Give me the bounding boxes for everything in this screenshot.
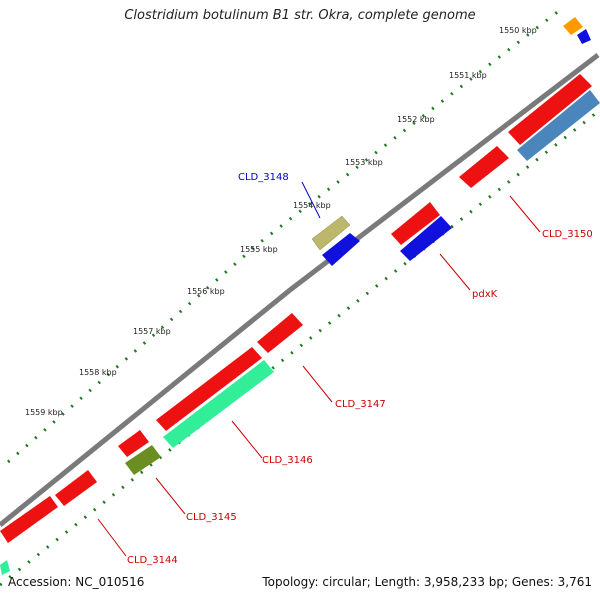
- tick-label: 1551 kbp: [449, 71, 487, 80]
- gene-cld3148-arrow[interactable]: [322, 233, 360, 266]
- tick-labels: 1550 kbp 1551 kbp 1552 kbp 1553 kbp 1554…: [25, 26, 537, 417]
- leader-cld3150: [509, 195, 541, 233]
- gene-pdxk[interactable]: [400, 216, 452, 261]
- genome-title-text: Clostridium botulinum B1 str. Okra, comp…: [124, 8, 476, 23]
- gene-cld3148[interactable]: [311, 215, 351, 251]
- gene-cld3150-a[interactable]: [508, 74, 592, 145]
- leader-cld3147: [302, 365, 333, 403]
- gene-label-cld3144: CLD_3144: [127, 555, 178, 566]
- leader-cld3146: [231, 420, 263, 459]
- tick-label: 1558 kbp: [79, 368, 117, 377]
- gene-cld3150-b[interactable]: [459, 146, 509, 188]
- leader-cld3148: [301, 181, 321, 219]
- gene-bottom-teal[interactable]: [0, 560, 10, 575]
- gene-cld3146-red[interactable]: [156, 347, 262, 431]
- gene-label-cld3145: CLD_3145: [186, 512, 237, 523]
- gene-pdxk-red[interactable]: [391, 202, 440, 245]
- gene-label-cld3148: CLD_3148: [238, 172, 289, 183]
- genome-backbone: [0, 53, 600, 527]
- tick-label: 1553 kbp: [345, 158, 383, 167]
- tick-label: 1556 kbp: [187, 287, 225, 296]
- gene-label-cld3150: CLD_3150: [542, 229, 593, 240]
- tick-label: 1550 kbp: [499, 26, 537, 35]
- tick-label: 1552 kbp: [397, 115, 435, 124]
- gene-cld3146[interactable]: [163, 360, 274, 448]
- gene-top-blue[interactable]: [577, 29, 591, 44]
- inner-tick-ring: [0, 108, 600, 587]
- tick-label: 1555 kbp: [240, 245, 278, 254]
- gene-label-pdxk: pdxK: [472, 289, 498, 300]
- tick-label: 1559 kbp: [25, 408, 63, 417]
- label-leaders: [97, 181, 541, 557]
- tick-label: 1557 kbp: [133, 327, 171, 336]
- gene-label-cld3147: CLD_3147: [335, 399, 386, 410]
- reverse-strand-genes: [0, 17, 600, 575]
- gene-cld3144-b[interactable]: [0, 496, 58, 543]
- genome-title: Clostridium botulinum B1 str. Okra, comp…: [0, 8, 600, 23]
- gene-cld3147[interactable]: [257, 313, 303, 353]
- leader-pdxk: [439, 253, 471, 291]
- forward-strand-genes: [311, 215, 360, 266]
- gene-top-orange[interactable]: [563, 17, 583, 35]
- leader-cld3144: [97, 518, 127, 557]
- tick-label: 1554 kbp: [293, 201, 331, 210]
- gene-labels: CLD_3148 CLD_3150 pdxK CLD_3147 CLD_3146…: [127, 172, 593, 566]
- gene-cld3145[interactable]: [125, 445, 161, 475]
- gene-cld3145-red[interactable]: [118, 430, 149, 457]
- gene-label-cld3146: CLD_3146: [262, 455, 313, 466]
- accession-text: Accession: NC_010516: [8, 575, 145, 589]
- leader-cld3145: [155, 477, 186, 515]
- genome-summary-text: Topology: circular; Length: 3,958,233 bp…: [262, 575, 592, 589]
- gene-cld3150-steel[interactable]: [517, 90, 600, 161]
- gene-cld3144-a[interactable]: [55, 470, 97, 506]
